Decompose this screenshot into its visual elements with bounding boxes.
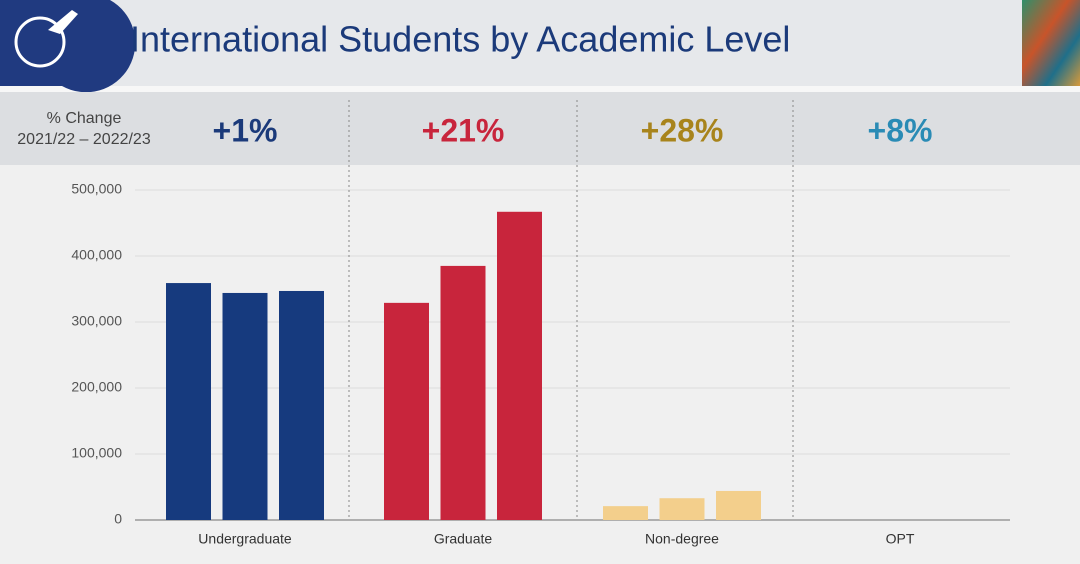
y-tick-label: 200,000 xyxy=(71,379,122,395)
change-value: +8% xyxy=(868,112,933,148)
y-tick-label: 100,000 xyxy=(71,445,122,461)
x-tick-label: Non-degree xyxy=(645,531,719,547)
logo-globe xyxy=(14,16,66,68)
bar xyxy=(497,211,542,520)
y-tick-label: 300,000 xyxy=(71,313,122,329)
bar xyxy=(166,283,211,520)
bar xyxy=(716,490,761,520)
header-band xyxy=(0,92,1080,165)
bar xyxy=(659,498,705,520)
chart-title: International Students by Academic Level xyxy=(130,19,790,60)
change-label: % Change xyxy=(47,110,122,127)
x-tick-label: Undergraduate xyxy=(198,531,292,547)
change-label: 2021/22 – 2022/23 xyxy=(17,131,151,148)
change-value: +28% xyxy=(641,112,724,148)
x-tick-label: OPT xyxy=(886,531,915,547)
decoration xyxy=(1022,0,1080,86)
change-value: +21% xyxy=(422,112,505,148)
y-tick-label: 500,000 xyxy=(71,181,122,197)
bar xyxy=(440,265,486,520)
title-rule xyxy=(0,86,1080,92)
change-value: +1% xyxy=(213,112,278,148)
y-tick-label: 0 xyxy=(114,511,122,527)
x-tick-label: Graduate xyxy=(434,531,493,547)
bar xyxy=(384,302,429,520)
bar xyxy=(222,292,268,520)
bar xyxy=(279,290,324,520)
logo xyxy=(0,0,136,93)
y-tick-label: 400,000 xyxy=(71,247,122,263)
bar xyxy=(603,506,648,520)
title-bar xyxy=(0,0,1080,86)
logo-plane xyxy=(48,10,78,34)
